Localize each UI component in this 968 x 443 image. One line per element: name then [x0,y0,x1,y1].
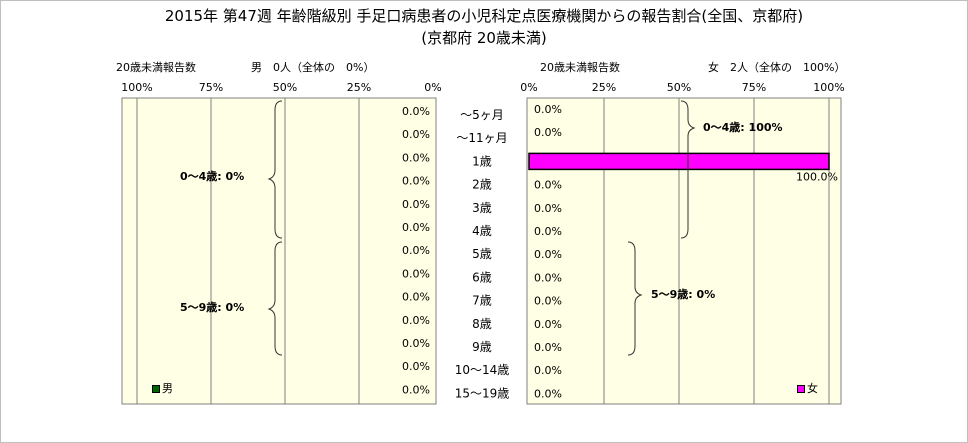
female-data-label: 0.0% [534,225,562,238]
category-label: 1歳 [472,154,492,168]
male-x-tick: 25% [346,81,372,94]
category-label: ～11ヶ月 [456,131,507,145]
male-data-label: 0.0% [402,128,430,141]
category-label: 4歳 [472,224,492,238]
chart-title: 2015年 第47週 年齢階級別 手足口病患者の小児科定点医療機関からの報告割合… [164,7,804,25]
category-label: 3歳 [472,201,492,215]
male-data-label: 0.0% [402,175,430,188]
male-data-label: 0.0% [402,383,430,396]
female-legend-label: 女 [807,382,818,395]
female-brace-0-4 [680,100,696,239]
female-data-label: 0.0% [534,295,562,308]
female-bar [528,152,830,171]
male-legend-swatch [152,385,160,393]
female-annotation-5-9: 5～9歳: 0% [651,287,715,301]
category-label: 7歳 [472,294,492,308]
female-data-label: 100.0% [796,170,838,183]
male-data-label: 0.0% [402,198,430,211]
male-x-tick: 50% [272,81,298,94]
female-data-label: 0.0% [534,202,562,215]
female-x-tick: 100% [813,81,845,94]
female-data-label: 0.0% [534,103,562,116]
female-brace-5-9 [627,241,643,356]
male-data-label: 0.0% [402,221,430,234]
category-label: 9歳 [472,340,492,354]
male-data-label: 0.0% [402,291,430,304]
male-annotation-0-4: 0～4歳: 0% [180,169,244,183]
category-label: 2歳 [472,178,492,192]
female-data-label: 0.0% [534,387,562,400]
male-plot-area [121,97,437,405]
female-legend-swatch [797,385,805,393]
male-legend: 男 [152,382,173,395]
male-data-label: 0.0% [402,267,430,280]
male-legend-label: 男 [162,382,173,395]
female-data-label: 0.0% [534,126,562,139]
female-plot-area [526,97,842,405]
male-header-label: 20歳未満報告数 [116,61,196,74]
female-data-label: 0.0% [534,318,562,331]
male-data-label: 0.0% [402,151,430,164]
male-data-label: 0.0% [402,314,430,327]
male-brace-5-9 [267,241,283,356]
male-x-tick: 0% [424,81,442,94]
female-x-tick: 50% [666,81,692,94]
female-data-label: 0.0% [534,248,562,261]
female-annotation-0-4: 0～4歳: 100% [703,120,783,134]
category-label: 15～19歳 [455,386,510,400]
category-label: ～5ヶ月 [460,108,504,122]
female-data-label: 0.0% [534,271,562,284]
male-x-tick: 75% [198,81,224,94]
chart-subtitle: (京都府 20歳未満) [421,29,547,47]
female-data-label: 0.0% [534,179,562,192]
female-data-label: 0.0% [534,364,562,377]
male-data-label: 0.0% [402,337,430,350]
male-annotation-5-9: 5～9歳: 0% [180,300,244,314]
female-x-tick: 0% [520,81,538,94]
category-label: 6歳 [472,270,492,284]
female-data-label: 0.0% [534,341,562,354]
male-data-label: 0.0% [402,360,430,373]
male-header-total: 男 0人（全体の 0%） [251,61,375,74]
female-x-tick: 25% [591,81,617,94]
category-label: 8歳 [472,317,492,331]
male-data-label: 0.0% [402,244,430,257]
male-brace-0-4 [267,100,283,239]
female-x-tick: 75% [741,81,767,94]
male-x-tick: 100% [121,81,153,94]
category-label: 5歳 [472,247,492,261]
female-header-label: 20歳未満報告数 [540,61,620,74]
category-label: 10～14歳 [455,363,510,377]
female-header-total: 女 2人（全体の 100%） [708,61,846,74]
female-legend: 女 [797,382,818,395]
male-data-label: 0.0% [402,105,430,118]
